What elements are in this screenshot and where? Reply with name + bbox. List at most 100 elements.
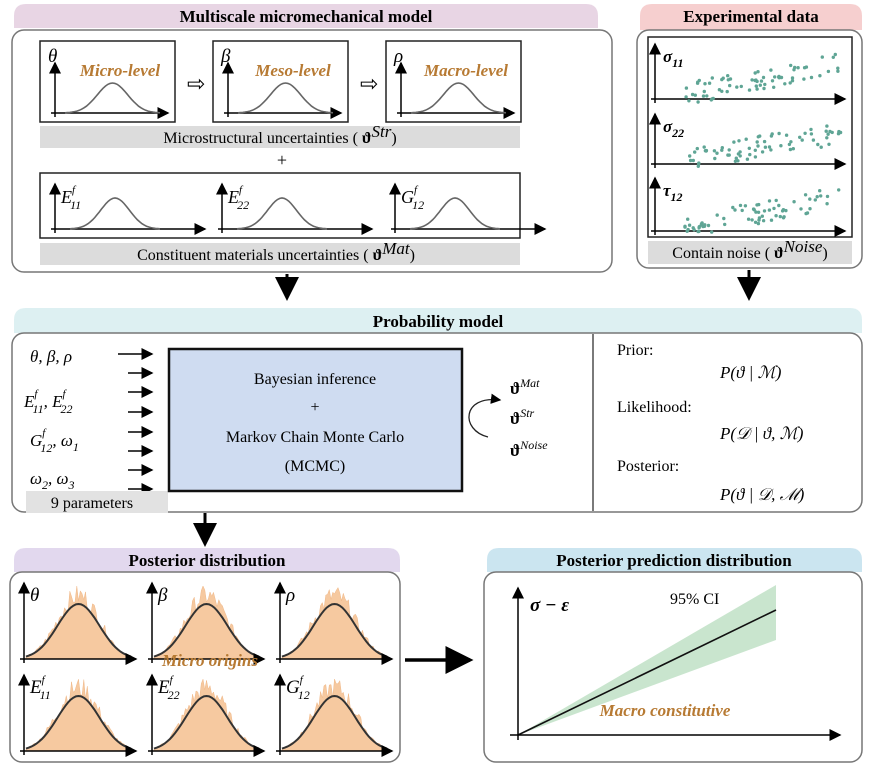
data-point <box>736 159 740 163</box>
level-symbol: β <box>220 46 231 67</box>
iteration-loop-icon <box>468 393 502 438</box>
data-point <box>809 127 813 132</box>
material-distribution: Gf 12 <box>389 182 547 235</box>
data-point <box>837 129 841 134</box>
data-point <box>734 156 738 160</box>
input-structure-params: θ, β, ρ <box>30 347 72 366</box>
data-point <box>751 207 756 211</box>
level-box-meso-level: β Meso-level ⇨ <box>212 40 378 123</box>
param-count-bar <box>26 491 168 513</box>
experimental-frame <box>636 29 863 269</box>
data-point <box>788 147 793 152</box>
materials-box <box>39 172 521 239</box>
data-point <box>709 98 713 102</box>
data-point <box>712 149 717 153</box>
data-point <box>808 207 812 211</box>
data-point <box>837 188 841 192</box>
data-point <box>702 145 706 149</box>
data-point <box>778 214 782 219</box>
stress-component-label: σ11 <box>663 47 684 70</box>
data-point <box>827 142 831 146</box>
output-mat: ϑMat <box>510 376 540 398</box>
experimental-title: Experimental data <box>683 7 819 26</box>
data-point <box>809 132 814 136</box>
data-point <box>826 132 830 136</box>
parameter-symbol: Ef 11 <box>60 184 81 212</box>
prediction-frame <box>483 571 863 763</box>
data-point <box>813 198 817 202</box>
data-point <box>825 124 829 128</box>
density-curve <box>25 602 132 658</box>
data-point <box>809 75 814 80</box>
data-point <box>688 158 693 163</box>
data-point <box>756 144 760 148</box>
input-shear-params: Gf 12, ω1 <box>30 427 79 455</box>
data-point <box>779 144 783 148</box>
data-point <box>748 152 752 157</box>
data-point <box>747 88 752 92</box>
prior-equation: P(ϑ | ℳ) <box>719 363 782 382</box>
likelihood-label: Likelihood: <box>617 399 692 416</box>
data-point <box>789 63 793 68</box>
data-point <box>757 202 761 207</box>
parameter-symbol: Ef 22 <box>227 184 249 212</box>
data-point <box>754 84 758 88</box>
data-point <box>753 155 758 159</box>
parameter-symbol: Ef 11 <box>29 674 51 702</box>
stress-strain-label: σ − ε <box>530 595 569 616</box>
multiscale-frame <box>11 29 613 273</box>
data-point <box>736 152 741 156</box>
experimental-panel: Experimental data σ11 σ22 τ12 Contain nois… <box>636 4 863 269</box>
data-point <box>767 208 772 212</box>
data-point <box>686 217 690 221</box>
data-point <box>789 140 793 144</box>
data-point <box>733 208 737 212</box>
experimental-tab <box>640 4 862 30</box>
bayes-line2: Markov Chain Monte Carlo <box>226 429 404 446</box>
data-point <box>796 66 800 70</box>
data-point <box>802 66 807 70</box>
data-point <box>743 204 748 208</box>
data-point <box>769 68 773 72</box>
data-point <box>819 194 823 198</box>
parameter-symbol: Gf 12 <box>401 184 424 212</box>
data-point <box>732 140 736 144</box>
multiscale-tab <box>14 4 598 28</box>
param-count: 9 parameters <box>51 495 133 512</box>
data-point <box>684 86 689 90</box>
mat-uncertainty-bar <box>40 243 520 265</box>
data-point <box>687 99 691 103</box>
noise-bar <box>648 241 852 264</box>
probability-frame <box>11 332 863 513</box>
micro-origins-label: Micro origins <box>161 651 258 670</box>
posterior-tab <box>14 548 400 572</box>
histogram-area <box>153 678 260 752</box>
data-point <box>825 202 829 206</box>
probability-tab <box>14 308 862 333</box>
data-point <box>722 216 726 221</box>
data-point <box>791 147 795 151</box>
data-point <box>685 229 689 233</box>
parameter-symbol: Ef 22 <box>157 674 180 702</box>
data-point <box>697 161 701 165</box>
data-point <box>763 145 768 149</box>
ci-label: 95% CI <box>670 591 719 608</box>
data-point <box>799 207 803 211</box>
data-point <box>710 230 714 234</box>
posterior-histogram: Gf 12 <box>274 673 394 757</box>
data-point <box>762 86 766 91</box>
data-point <box>740 208 744 213</box>
data-point <box>726 78 730 82</box>
data-point <box>793 65 797 70</box>
data-point <box>750 218 754 222</box>
data-point <box>684 95 688 99</box>
prior-label: Prior: <box>617 342 653 359</box>
data-point <box>693 93 697 97</box>
data-point <box>683 225 687 229</box>
data-point <box>753 220 758 224</box>
experimental-scatter-plot: σ22 <box>649 112 847 170</box>
mat-uncertainty-label: Constituent materials uncertainties ( ϑM… <box>137 239 415 264</box>
data-point <box>770 132 774 136</box>
data-point <box>755 79 759 84</box>
data-point <box>715 151 719 155</box>
